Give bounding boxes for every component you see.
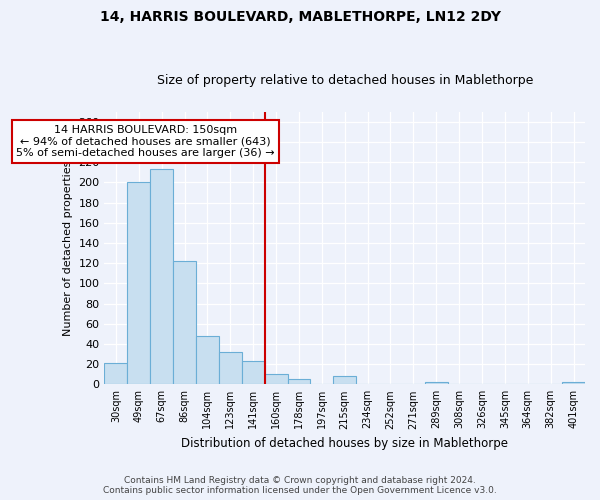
Y-axis label: Number of detached properties: Number of detached properties xyxy=(63,160,73,336)
X-axis label: Distribution of detached houses by size in Mablethorpe: Distribution of detached houses by size … xyxy=(181,437,508,450)
Text: 14, HARRIS BOULEVARD, MABLETHORPE, LN12 2DY: 14, HARRIS BOULEVARD, MABLETHORPE, LN12 … xyxy=(100,10,500,24)
Bar xyxy=(265,374,287,384)
Bar xyxy=(219,352,242,384)
Bar xyxy=(127,182,150,384)
Bar xyxy=(242,361,265,384)
Bar xyxy=(173,261,196,384)
Bar xyxy=(562,382,585,384)
Title: Size of property relative to detached houses in Mablethorpe: Size of property relative to detached ho… xyxy=(157,74,533,87)
Bar xyxy=(425,382,448,384)
Text: Contains HM Land Registry data © Crown copyright and database right 2024.
Contai: Contains HM Land Registry data © Crown c… xyxy=(103,476,497,495)
Text: 14 HARRIS BOULEVARD: 150sqm
← 94% of detached houses are smaller (643)
5% of sem: 14 HARRIS BOULEVARD: 150sqm ← 94% of det… xyxy=(16,125,275,158)
Bar xyxy=(104,363,127,384)
Bar xyxy=(196,336,219,384)
Bar xyxy=(287,380,310,384)
Bar xyxy=(333,376,356,384)
Bar xyxy=(150,170,173,384)
